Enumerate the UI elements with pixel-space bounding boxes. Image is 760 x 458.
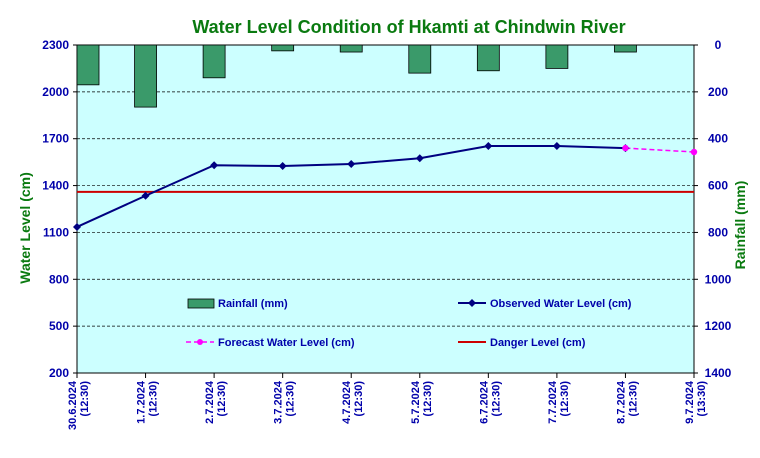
x-tick-date: 7.7.2024 <box>547 380 559 424</box>
left-tick-label: 500 <box>49 319 69 333</box>
x-tick-date: 4.7.2024 <box>341 380 353 424</box>
rainfall-bar <box>271 44 295 52</box>
x-tick-date: 2.7.2024 <box>204 380 216 424</box>
x-tick-date: 8.7.2024 <box>615 380 627 424</box>
left-tick-label: 1400 <box>42 179 69 193</box>
legend-observed-marker <box>468 299 476 307</box>
forecast-water-level-line <box>625 147 695 153</box>
plot-area <box>76 44 695 374</box>
rainfall-bar <box>476 44 500 72</box>
x-tick-date: 30.6.2024 <box>67 380 79 430</box>
right-tick-label: 1200 <box>705 319 732 333</box>
right-tick-label: 800 <box>708 225 728 239</box>
x-tick-time: (12:30) <box>422 381 434 417</box>
rainfall-bar <box>408 44 432 74</box>
rainfall-bar <box>614 44 637 53</box>
rainfall-bars <box>76 44 637 108</box>
left-tick-label: 1100 <box>43 225 69 239</box>
observed-point <box>415 154 424 163</box>
rainfall-bar <box>339 44 363 53</box>
forecast-points <box>622 144 698 156</box>
x-tick-date: 6.7.2024 <box>478 380 490 424</box>
left-tick-label: 1700 <box>42 132 69 146</box>
gridlines <box>77 91 694 327</box>
y-axis-label-left: Water Level (cm) <box>17 172 33 284</box>
observed-point <box>141 191 150 200</box>
left-tick-label: 2000 <box>42 85 69 99</box>
right-tick-label: 400 <box>708 132 728 146</box>
observed-point <box>552 142 561 151</box>
rainfall-bar <box>545 44 569 69</box>
x-tick-date: 1.7.2024 <box>136 380 148 424</box>
right-tick-label: 1000 <box>705 272 732 286</box>
x-tick-time: (12:30) <box>79 381 91 417</box>
forecast-point <box>690 148 698 156</box>
legend-observed-label: Observed Water Level (cm) <box>490 298 632 310</box>
x-tick-time: (13:30) <box>696 381 708 417</box>
x-tick-time: (12:30) <box>285 381 297 417</box>
right-tick-label: 200 <box>708 85 728 99</box>
x-tick-time: (12:30) <box>353 381 365 417</box>
x-tick-time: (12:30) <box>148 381 160 417</box>
right-tick-label: 0 <box>715 38 722 52</box>
legend-danger-label: Danger Level (cm) <box>490 337 586 349</box>
legend-rainfall-label: Rainfall (mm) <box>218 298 288 310</box>
chart-title: Water Level Condition of Hkamti at Chind… <box>192 17 625 37</box>
x-axis-ticks: 30.6.2024 (12:30) 1.7.2024 (12:30) 2.7.2024(… <box>67 373 708 430</box>
x-tick-time: (12:30) <box>490 381 502 417</box>
right-tick-label: 600 <box>708 179 728 193</box>
x-tick-date: 5.7.2024 <box>410 380 422 424</box>
x-tick-time: (12:30) <box>627 381 639 417</box>
y-axis-label-right: Rainfall (mm) <box>732 181 748 270</box>
left-tick-label: 800 <box>49 272 69 286</box>
observed-point <box>484 142 493 151</box>
observed-point <box>347 160 356 169</box>
left-tick-label: 200 <box>49 366 69 380</box>
observed-point <box>210 161 219 170</box>
x-tick-time: (12:30) <box>559 381 571 417</box>
legend-forecast-marker <box>197 339 203 345</box>
rainfall-bar <box>76 44 100 86</box>
rainfall-bar <box>202 44 226 79</box>
observed-point <box>73 222 81 231</box>
left-axis-ticks: 200 500 800 1100 1400 1700 2000 2300 <box>42 38 77 380</box>
right-axis-ticks: 0 200 400 600 800 1000 1200 1400 <box>694 38 732 380</box>
legend-forecast-label: Forecast Water Level (cm) <box>218 337 355 349</box>
forecast-point <box>622 144 629 152</box>
x-tick-date: 9.7.2024 <box>684 380 696 424</box>
observed-point <box>278 162 287 171</box>
left-tick-label: 2300 <box>42 38 69 52</box>
x-tick-date: 3.7.2024 <box>273 380 285 424</box>
right-tick-label: 1400 <box>705 366 732 380</box>
legend-rainfall-swatch <box>187 298 215 309</box>
x-tick-time: (12:30) <box>216 381 228 417</box>
legend: Rainfall (mm) Observed Water Level (cm) … <box>186 298 632 349</box>
rainfall-bar <box>134 44 157 108</box>
